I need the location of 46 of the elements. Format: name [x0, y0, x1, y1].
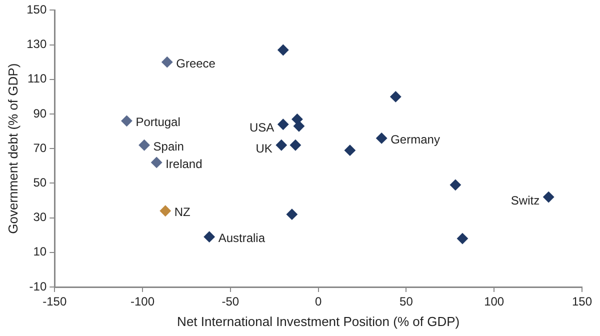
y-tick-label: 130	[26, 37, 47, 52]
y-tick-label: 30	[33, 210, 47, 224]
y-tick-label: 90	[33, 106, 47, 120]
point	[278, 44, 289, 56]
annotation: NZ	[174, 205, 190, 220]
point	[450, 179, 461, 190]
point	[151, 156, 162, 168]
point	[278, 118, 289, 130]
annotation: Switz	[510, 193, 540, 208]
annotation: Germany	[390, 132, 440, 147]
point	[543, 192, 554, 203]
point	[344, 144, 356, 156]
point	[286, 208, 298, 220]
y-axis-title: Government debt (% of GDP)	[5, 63, 20, 234]
point	[390, 91, 402, 102]
x-tick-label: -150	[42, 294, 67, 309]
x-tick-label: 150	[572, 294, 592, 309]
y-tick-label: 150	[26, 2, 47, 17]
point	[160, 205, 171, 216]
point	[290, 140, 301, 151]
x-tick-label: -50	[222, 294, 240, 309]
point	[293, 120, 304, 132]
annotation: Greece	[176, 56, 216, 70]
x-tick-label: -100	[130, 294, 155, 309]
y-tick-label: 10	[33, 244, 47, 259]
y-tick-label: 70	[33, 140, 47, 155]
point	[276, 140, 287, 151]
y-tick-label: 110	[27, 72, 47, 86]
point	[204, 231, 215, 242]
annotation: UK	[256, 141, 272, 156]
annotation: Ireland	[166, 156, 202, 171]
annotation: Portugal	[136, 115, 180, 130]
annotation: Australia	[218, 231, 266, 246]
annotation: Spain	[153, 139, 184, 154]
x-tick-label: 100	[484, 294, 504, 309]
point	[138, 140, 150, 151]
point	[121, 115, 132, 126]
x-axis-title: Net International Investment Position (% of GDP)	[177, 314, 460, 329]
x-tick-label: 0	[314, 294, 322, 309]
annotation: USA	[249, 120, 274, 135]
y-tick-label: -10	[29, 279, 47, 294]
x-tick-label: 50	[400, 294, 414, 309]
point	[162, 56, 173, 68]
point	[376, 132, 388, 144]
y-tick-label: 50	[33, 176, 47, 190]
point	[456, 233, 468, 244]
